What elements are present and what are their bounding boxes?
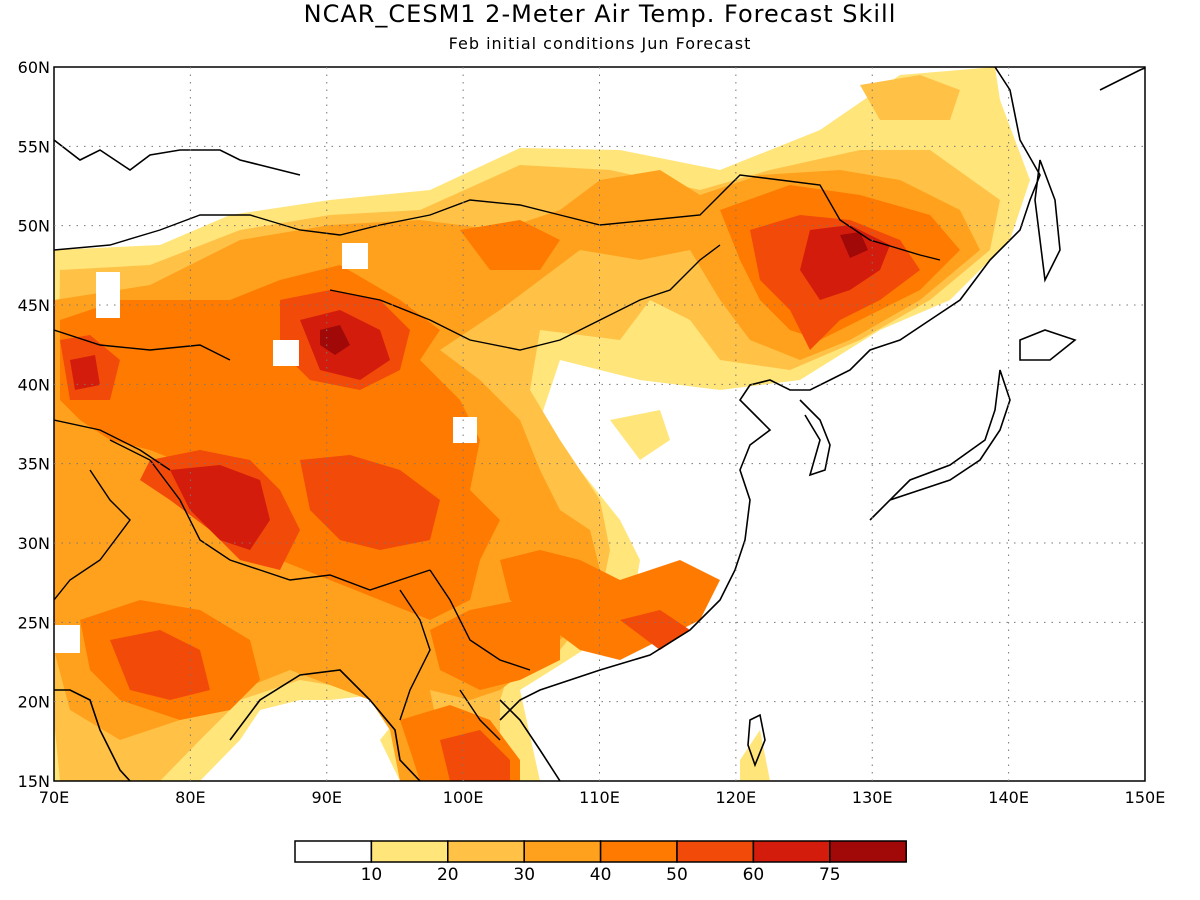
coastline-taiwan xyxy=(747,713,766,768)
colorbar-label: 60 xyxy=(743,865,765,885)
coastline-bay-of-bengal xyxy=(229,669,421,781)
lon-tick-label: 80E xyxy=(175,788,205,807)
border-mongolia-china xyxy=(329,244,721,351)
border-central-asia xyxy=(54,419,171,471)
colorbar-swatch xyxy=(829,840,907,863)
coastline-indochina xyxy=(499,699,561,781)
colorbar-swatch xyxy=(370,840,449,863)
colorbar-swatch xyxy=(599,840,678,863)
country-borders xyxy=(54,174,941,741)
coastline-korea xyxy=(799,399,831,477)
colorbar-swatch xyxy=(523,840,602,863)
lon-tick-label: 130E xyxy=(852,788,893,807)
colorbar-label: 10 xyxy=(361,865,383,885)
lat-tick-label: 55N xyxy=(18,137,50,156)
lat-tick-label: 45N xyxy=(18,296,50,315)
map-subtitle: Feb initial conditions Jun Forecast xyxy=(448,34,752,53)
map-axes: 70E 80E 90E 100E 110E 120E 130E 140E 150E 15N 20N 2… xyxy=(18,58,1166,807)
border-russia-china-mongolia xyxy=(54,174,941,261)
border-china-west xyxy=(109,439,431,591)
border-kazakhstan xyxy=(54,329,231,361)
lat-tick-label: 15N xyxy=(18,772,50,791)
lat-tick-label: 60N xyxy=(18,58,50,77)
colorbar-label: 40 xyxy=(590,865,612,885)
colorbar-swatch xyxy=(447,840,525,863)
lon-tick-label: 70E xyxy=(39,788,69,807)
colorbar-label: 50 xyxy=(666,865,688,885)
lat-tick-label: 40N xyxy=(18,375,50,394)
lon-tick-label: 110E xyxy=(579,788,620,807)
lon-tick-label: 120E xyxy=(716,788,757,807)
lon-tick-label: 150E xyxy=(1125,788,1166,807)
lon-tick-label: 140E xyxy=(988,788,1029,807)
lon-tick-label: 90E xyxy=(312,788,342,807)
border-india-pakistan xyxy=(54,469,131,601)
lat-tick-label: 20N xyxy=(18,693,50,712)
coastlines xyxy=(54,67,1145,781)
skill-level-above-75 xyxy=(320,232,868,355)
lat-tick-label: 25N xyxy=(18,613,50,632)
coastline-arctic-siberia xyxy=(54,139,301,176)
colorbar-swatch xyxy=(676,840,755,863)
colorbar-swatch xyxy=(294,840,373,863)
colorbar-label: 30 xyxy=(513,865,535,885)
colorbar: 10 20 30 40 50 60 75 xyxy=(294,840,907,885)
lon-tick-label: 100E xyxy=(443,788,484,807)
border-myanmar xyxy=(399,589,431,721)
colorbar-swatch xyxy=(752,840,831,863)
coastline-hokkaido xyxy=(1019,329,1077,361)
coastline-japan xyxy=(869,369,1011,521)
coastline-india xyxy=(54,689,131,781)
colorbar-label: 20 xyxy=(437,865,459,885)
border-china-se-asia xyxy=(429,569,531,671)
lat-tick-label: 30N xyxy=(18,534,50,553)
lat-tick-label: 50N xyxy=(18,217,50,236)
coastline-sakhalin xyxy=(1034,159,1061,283)
border-thailand-laos xyxy=(459,689,501,741)
coastline-east-asia xyxy=(499,67,1041,721)
coastline-kamchatka xyxy=(1099,67,1145,91)
skill-field xyxy=(54,67,1145,781)
map-title: NCAR_CESM1 2-Meter Air Temp. Forecast Sk… xyxy=(303,0,897,28)
lat-tick-label: 35N xyxy=(18,455,50,474)
colorbar-label: 75 xyxy=(819,865,841,885)
masked-cells xyxy=(54,243,477,653)
